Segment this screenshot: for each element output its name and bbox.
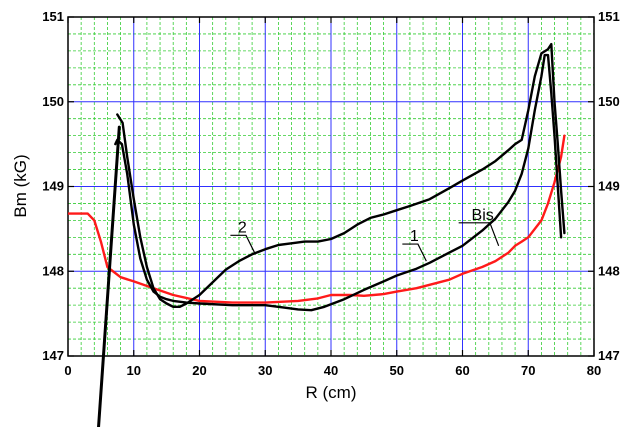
y-tick-label-right: 150 [598, 94, 620, 109]
y-tick-label-right: 147 [598, 348, 620, 363]
x-tick-labels: 0 10 20 30 40 50 60 70 80 [64, 363, 601, 378]
y-tick-label: 149 [42, 179, 64, 194]
x-tick-label: 30 [258, 363, 272, 378]
x-tick-label: 80 [587, 363, 601, 378]
x-tick-label: 70 [521, 363, 535, 378]
x-axis-label: R (cm) [306, 383, 357, 402]
annotation-label: Bis [472, 207, 494, 224]
steep-line-layer [97, 125, 121, 427]
series-line-bis [68, 134, 566, 304]
y-axis-label: Bm (kG) [11, 154, 30, 217]
x-tick-label: 0 [64, 363, 71, 378]
y-tick-label: 148 [42, 263, 64, 278]
y-tick-label: 147 [42, 348, 64, 363]
y-tick-labels-right: 147 148 149 150 151 [598, 9, 620, 363]
series-line-1 [114, 53, 563, 312]
x-tick-label: 50 [390, 363, 404, 378]
y-tick-label: 150 [42, 94, 64, 109]
major-grid [68, 17, 594, 356]
series-layer [68, 42, 566, 312]
x-tick-label: 40 [324, 363, 338, 378]
y-tick-label-right: 149 [598, 179, 620, 194]
y-tick-label: 151 [42, 9, 64, 24]
annotation-label: 1 [410, 228, 419, 245]
series-line-2 [116, 42, 566, 308]
x-tick-label: 20 [192, 363, 206, 378]
x-tick-label: 60 [455, 363, 469, 378]
annotation-leader [402, 243, 427, 262]
annotation-leader [458, 222, 500, 247]
annotation-leaders [230, 222, 500, 262]
annotation-leader [230, 234, 256, 255]
steep-line [97, 125, 121, 427]
annotation-label: 2 [238, 219, 247, 236]
x-tick-label: 10 [127, 363, 141, 378]
axis-ticks [67, 16, 595, 357]
y-tick-labels-left: 147 148 149 150 151 [42, 9, 64, 363]
annotations: 2 1 Bis [238, 207, 494, 245]
y-tick-label-right: 148 [598, 263, 620, 278]
y-tick-label-right: 151 [598, 9, 620, 24]
